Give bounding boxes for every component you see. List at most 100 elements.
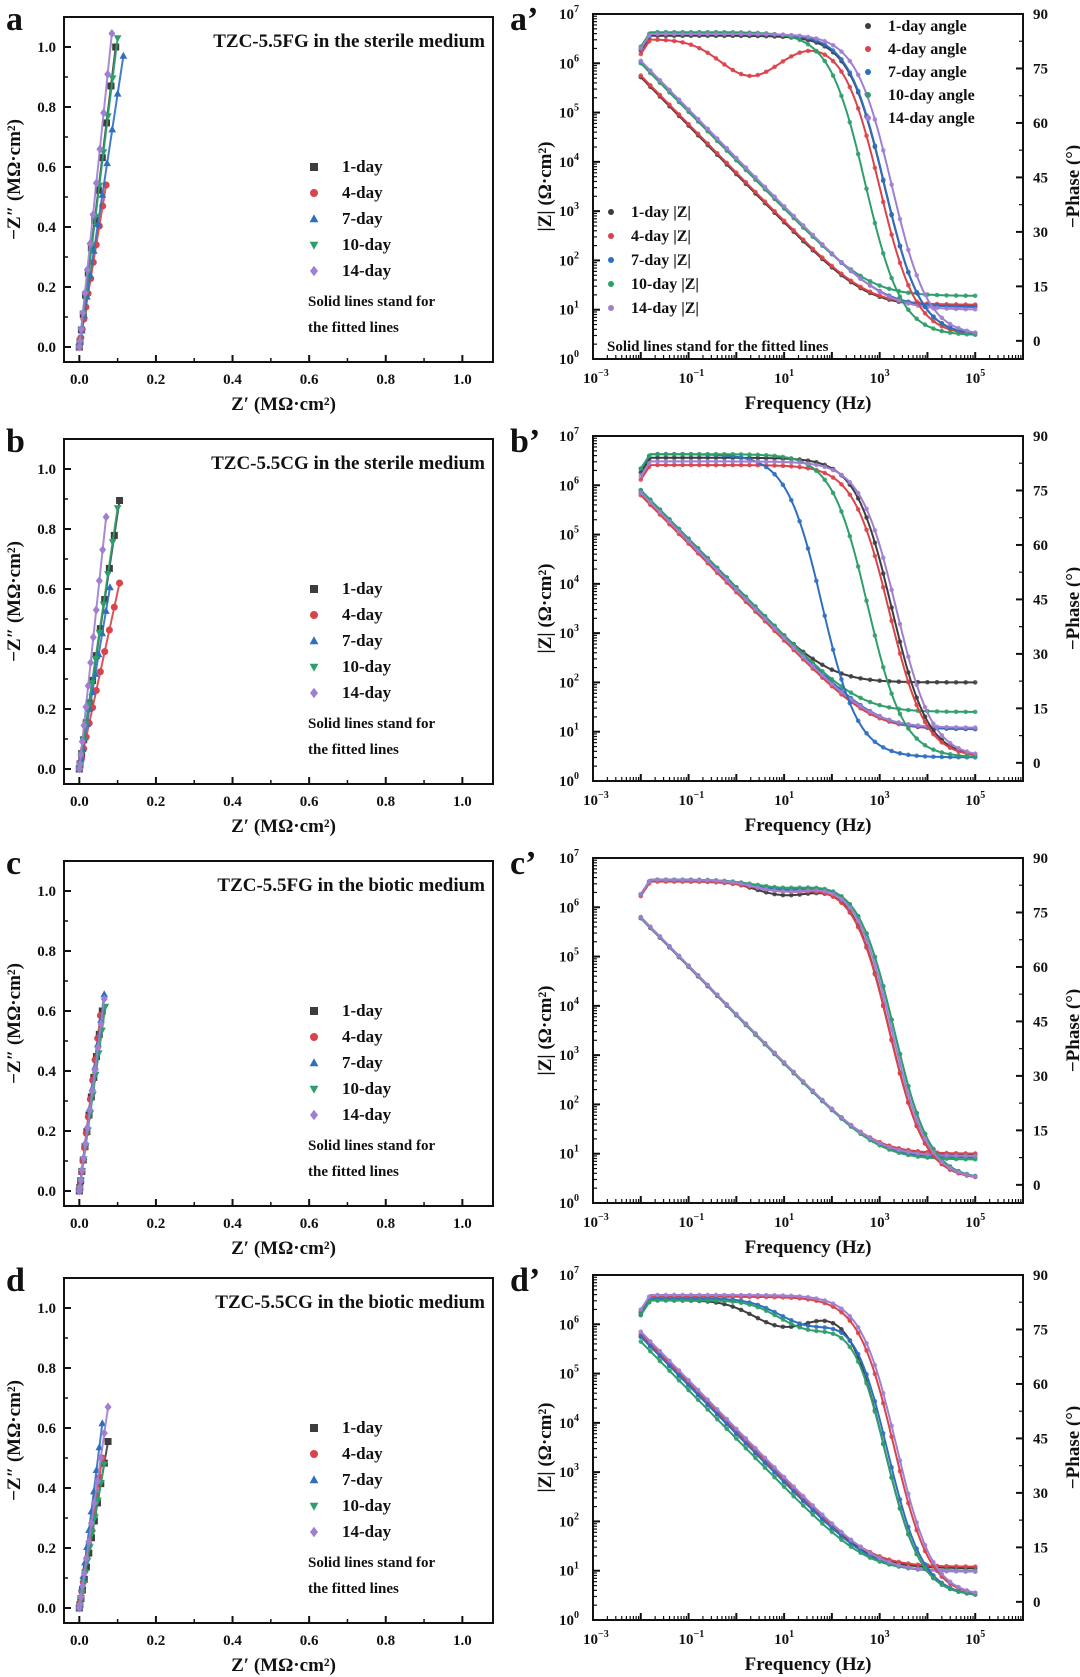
phase-point xyxy=(964,1588,970,1593)
phase-point xyxy=(906,282,911,288)
phase-point xyxy=(772,453,777,459)
modulus-point xyxy=(877,1555,882,1561)
phase-point xyxy=(914,753,919,759)
phase-point xyxy=(889,1423,894,1429)
phase-point xyxy=(763,464,769,470)
phase-point xyxy=(906,752,911,758)
phase-point xyxy=(646,39,652,44)
y2-tick-label: 75 xyxy=(1033,483,1048,499)
modulus-point xyxy=(648,500,653,505)
marker-triangle-up xyxy=(108,125,117,133)
legend-marker xyxy=(608,305,614,311)
phase-point xyxy=(663,451,669,457)
phase-point xyxy=(713,1298,719,1304)
legend-label: 10-day xyxy=(342,1496,392,1515)
phase-point xyxy=(763,459,769,464)
modulus-point xyxy=(829,251,835,256)
marker-triangle-down xyxy=(95,629,104,637)
fit-note: Solid lines stand for xyxy=(308,716,435,732)
phase-point xyxy=(872,117,878,122)
phase-point xyxy=(772,471,777,477)
phase-point xyxy=(688,462,694,468)
phase-point xyxy=(780,1317,786,1322)
x-tick-label: 0.4 xyxy=(223,372,242,388)
modulus-point xyxy=(686,538,691,544)
marker-triangle-up xyxy=(100,990,109,998)
modulus-point xyxy=(953,725,959,730)
modulus-point xyxy=(829,676,835,682)
y-axis-label: −Z″ (MΩ·cm²) xyxy=(4,541,25,662)
x-axis-label: Frequency (Hz) xyxy=(745,393,872,414)
y-tick-label: 0.4 xyxy=(37,1481,56,1497)
phase-point xyxy=(797,464,802,470)
phase-point xyxy=(897,1506,903,1511)
modulus-point xyxy=(867,289,873,295)
phase-point xyxy=(788,456,794,461)
phase-point xyxy=(671,462,677,468)
marker-diamond xyxy=(81,288,89,298)
modulus-point xyxy=(953,680,959,685)
phase-point xyxy=(922,304,928,309)
phase-point xyxy=(839,93,844,99)
plot-frame xyxy=(592,857,1024,1204)
modulus-point xyxy=(934,305,940,311)
modulus-point xyxy=(800,237,806,242)
modulus-point xyxy=(772,1474,777,1480)
y-tick-label: 1.0 xyxy=(37,462,56,478)
phase-point xyxy=(722,459,727,464)
phase-point xyxy=(864,1341,869,1346)
phase-point xyxy=(922,1542,928,1548)
y-tick-label: 102 xyxy=(559,250,579,269)
modulus-point xyxy=(772,1465,777,1470)
modulus-point xyxy=(781,218,787,224)
phase-point xyxy=(880,664,886,670)
modulus-point xyxy=(638,1334,644,1339)
phase-point xyxy=(822,42,828,47)
marker-diamond xyxy=(91,1065,99,1075)
phase-point xyxy=(763,1308,769,1314)
marker-diamond xyxy=(87,658,95,668)
modulus-point xyxy=(820,1512,825,1517)
phase-point xyxy=(939,750,945,755)
x-tick-label: 103 xyxy=(870,368,890,387)
phase-point xyxy=(855,490,861,496)
modulus-point xyxy=(896,1562,902,1568)
x-tick-label: 103 xyxy=(870,1629,890,1648)
phase-point xyxy=(822,52,828,57)
modulus-series-14-day xyxy=(638,1329,978,1574)
phase-point xyxy=(780,1293,786,1298)
modulus-point xyxy=(953,306,959,312)
phase-point xyxy=(947,1586,953,1592)
modulus-point xyxy=(714,136,720,141)
modulus-point xyxy=(714,568,720,573)
modulus-point xyxy=(858,1550,863,1556)
phase-point xyxy=(864,186,869,192)
modulus-point xyxy=(800,1493,806,1499)
phase-point xyxy=(822,464,828,470)
marker-circle xyxy=(92,686,100,694)
modulus-point xyxy=(972,307,978,312)
marker-diamond xyxy=(86,239,94,249)
phase-point xyxy=(855,72,861,78)
phase-point xyxy=(638,466,644,471)
marker-diamond xyxy=(100,1428,108,1438)
y-tick-label: 100 xyxy=(559,771,579,790)
phase-point xyxy=(889,748,894,754)
modulus-point xyxy=(724,160,730,166)
phase-point xyxy=(671,459,677,464)
x-tick-label: 0.0 xyxy=(70,372,89,388)
phase-point xyxy=(780,59,786,64)
phase-point xyxy=(855,1325,861,1330)
legend-label: 1-day xyxy=(342,1418,383,1437)
modulus-point xyxy=(705,1407,710,1412)
marker-square xyxy=(310,1424,318,1432)
phase-point xyxy=(814,1296,819,1301)
phase-point xyxy=(906,679,911,685)
legend-label: 14-day xyxy=(342,261,392,280)
y2-tick-label: 15 xyxy=(1033,701,1048,717)
phase-point xyxy=(680,451,685,457)
marker-triangle-up xyxy=(102,606,110,614)
phase-point xyxy=(897,621,903,627)
phase-point xyxy=(855,1359,861,1364)
modulus-point xyxy=(638,58,644,64)
